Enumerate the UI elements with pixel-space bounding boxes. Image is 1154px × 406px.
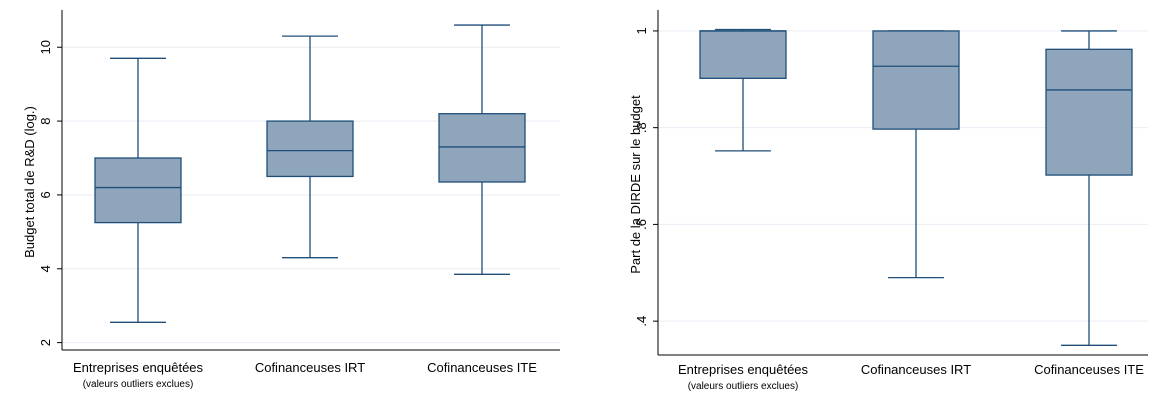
x-category-label: Cofinanceuses IRT [255, 360, 365, 375]
y-tick-label: .4 [634, 316, 649, 327]
box-plot-2 [266, 35, 354, 259]
iqr-box [438, 113, 526, 183]
box-plot-1 [94, 57, 182, 323]
x-category-sublabel: (valeurs outliers exclues) [688, 381, 799, 392]
x-category-sublabel: (valeurs outliers exclues) [83, 379, 194, 390]
y-tick-label: 2 [38, 339, 53, 346]
y-tick-label: 4 [38, 265, 53, 272]
chart-panel-2: .4 .6 .8 1 Part de la DIRDE sur le budget Ent… [628, 10, 1148, 392]
y-tick-label: 6 [38, 191, 53, 198]
box-plot-3 [438, 24, 526, 275]
y-axis-label: Part de la DIRDE sur le budget [628, 95, 643, 274]
x-category-label: Cofinanceuses ITE [1034, 362, 1144, 377]
iqr-box [266, 120, 354, 178]
y-axis-label: Budget total de R&D (log.) [22, 106, 37, 258]
iqr-box [872, 30, 960, 130]
box-plot-2 [872, 30, 960, 279]
chart-panel-1: 2 4 6 8 10 Budget total de R&D (log.) Entrepri… [22, 10, 560, 390]
box-plot-3 [1045, 30, 1133, 346]
y-tick-label: .8 [634, 122, 649, 133]
y-tick-label: 8 [38, 117, 53, 124]
box-plot-1 [699, 28, 787, 152]
y-tick-label: 1 [634, 27, 649, 34]
x-category-label: Cofinanceuses ITE [427, 360, 537, 375]
iqr-box [1045, 48, 1133, 176]
y-tick-label: 10 [38, 40, 53, 54]
y-tick-label: .6 [634, 219, 649, 230]
x-category-label: Cofinanceuses IRT [861, 362, 971, 377]
iqr-box [94, 157, 182, 224]
x-category-label: Entreprises enquêtées [73, 360, 204, 375]
iqr-box [699, 30, 787, 79]
x-category-label: Entreprises enquêtées [678, 362, 809, 377]
